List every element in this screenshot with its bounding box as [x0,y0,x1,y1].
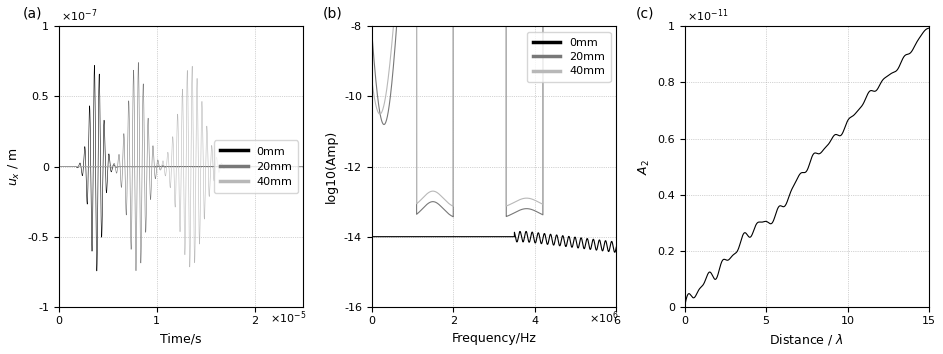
Legend: 0mm, 20mm, 40mm: 0mm, 20mm, 40mm [527,32,611,82]
0mm [513,235,524,239]
Y-axis label: $A_2$: $A_2$ [637,159,652,175]
Line: 0mm: 0mm [59,65,304,271]
40mm [184,265,195,269]
0mm [141,165,153,169]
0mm [66,165,77,169]
40mm [366,77,377,81]
40mm [198,197,209,201]
0mm [208,165,220,169]
0mm [248,165,259,169]
Text: $\times 10^{6}$: $\times 10^{6}$ [588,310,619,326]
Legend: 0mm, 20mm, 40mm: 0mm, 20mm, 40mm [214,141,298,193]
40mm [513,198,524,202]
X-axis label: Distance / $\lambda$: Distance / $\lambda$ [769,332,844,347]
20mm [235,165,246,169]
Text: $\times 10^{-7}$: $\times 10^{-7}$ [61,7,98,24]
0mm [609,250,620,255]
0mm [549,242,560,246]
0mm [198,165,209,169]
20mm [248,165,259,169]
20mm [525,207,537,211]
40mm [208,178,220,182]
20mm [130,269,141,273]
0mm [366,235,377,239]
0mm [91,269,103,273]
Text: $\times 10^{-5}$: $\times 10^{-5}$ [270,310,306,326]
Text: $\times 10^{-11}$: $\times 10^{-11}$ [687,7,728,24]
Line: 40mm: 40mm [59,66,304,267]
0mm [89,63,100,67]
X-axis label: Time/s: Time/s [160,332,202,345]
0mm [54,165,65,169]
Line: 20mm: 20mm [372,0,617,217]
20mm [198,165,209,169]
Y-axis label: $u_x$ / m: $u_x$ / m [7,147,22,186]
20mm [298,165,309,169]
Y-axis label: log10(Amp): log10(Amp) [325,130,339,203]
40mm [187,64,198,68]
0mm [611,245,622,249]
20mm [66,165,77,169]
40mm [141,164,153,169]
0mm [567,243,578,247]
0mm [410,235,422,239]
20mm [208,165,220,169]
Text: (b): (b) [323,7,342,21]
0mm [525,234,537,239]
X-axis label: Frequency/Hz: Frequency/Hz [452,332,537,345]
Line: 40mm: 40mm [372,0,617,206]
40mm [66,165,77,169]
40mm [54,165,65,169]
20mm [54,165,65,169]
Text: (c): (c) [636,7,654,21]
20mm [513,209,524,213]
40mm [525,196,537,201]
40mm [448,204,459,209]
40mm [248,165,259,169]
20mm [448,215,459,219]
0mm [298,165,309,169]
20mm [133,60,144,64]
20mm [366,30,377,34]
0mm [514,229,525,234]
Line: 0mm: 0mm [372,232,617,252]
Text: (a): (a) [23,7,41,21]
40mm [298,165,309,169]
20mm [141,130,153,134]
0mm [235,165,246,169]
0mm [459,235,471,239]
40mm [235,165,246,169]
Line: 20mm: 20mm [59,62,304,271]
